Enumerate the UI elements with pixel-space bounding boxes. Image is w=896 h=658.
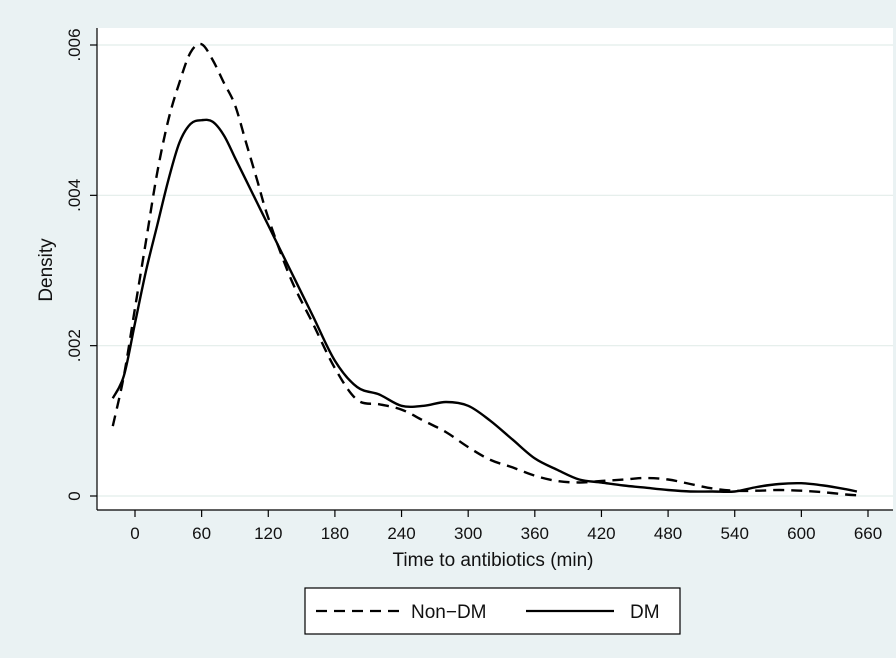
- ticks: 0 .002 .004 .006 0 60 120 180 240 300 360 420 480 540…: [65, 28, 882, 543]
- legend: Non−DM DM: [304, 587, 681, 635]
- series-line-dm: [111, 118, 858, 494]
- y-axis-title: Density: [36, 238, 57, 302]
- x-tick-label-2: 120: [254, 524, 282, 543]
- x-tick-label-5: 300: [454, 524, 482, 543]
- x-tick-label-3: 180: [321, 524, 349, 543]
- y-tick-label-1: .002: [65, 329, 84, 362]
- legend-label-non-dm: Non−DM: [411, 602, 487, 623]
- x-tick-label-8: 480: [654, 524, 682, 543]
- x-tick-label-11: 660: [854, 524, 882, 543]
- axes: [96, 28, 893, 511]
- y-tick-label-2: .004: [65, 179, 84, 212]
- legend-label-dm: DM: [630, 602, 660, 623]
- x-tick-label-1: 60: [192, 524, 211, 543]
- x-tick-label-6: 360: [521, 524, 549, 543]
- grid-lines: [97, 44, 893, 497]
- legend-box: [304, 587, 681, 635]
- x-tick-label-10: 600: [787, 524, 815, 543]
- y-tick-label-0: 0: [65, 491, 84, 500]
- x-tick-label-7: 420: [587, 524, 615, 543]
- series-line-non-dm: [111, 42, 857, 497]
- y-tick-label-3: .006: [65, 28, 84, 61]
- series-lines: [111, 42, 858, 497]
- plot-area: [97, 28, 893, 510]
- x-tick-label-0: 0: [130, 524, 139, 543]
- x-tick-label-4: 240: [387, 524, 415, 543]
- x-tick-label-9: 540: [721, 524, 749, 543]
- x-axis-title: Time to antibiotics (min): [393, 550, 594, 571]
